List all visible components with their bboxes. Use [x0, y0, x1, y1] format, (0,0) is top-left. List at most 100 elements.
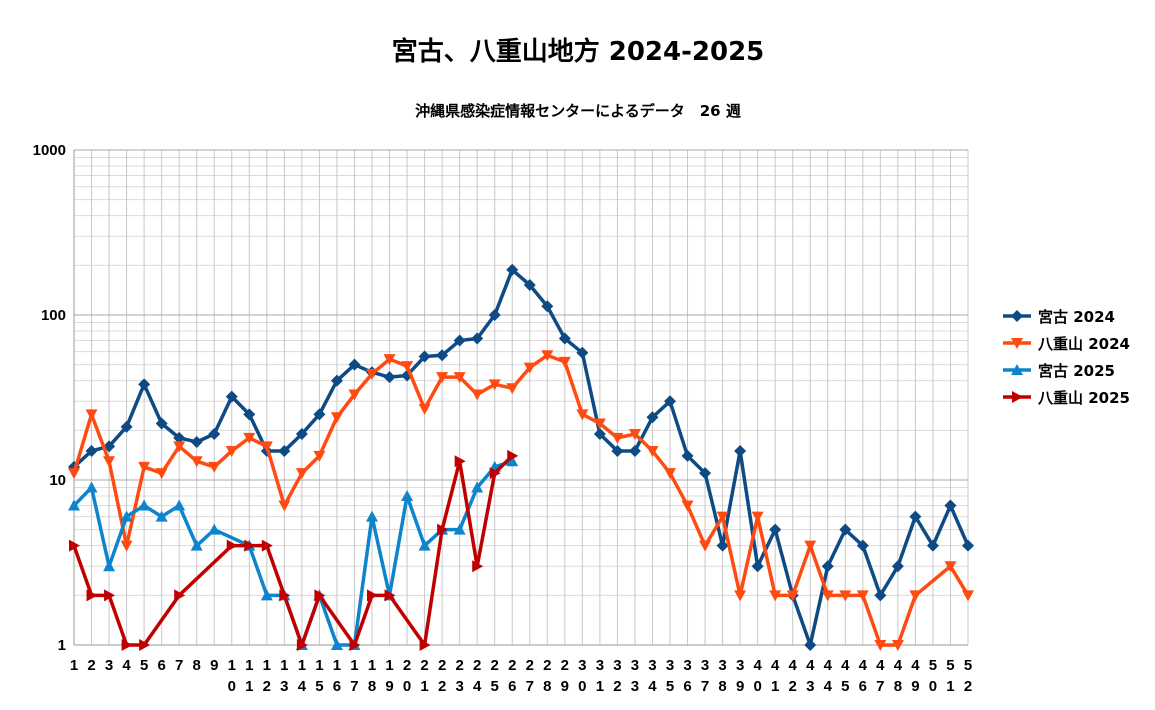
chart-title: 宮古、八重山地方 2024-2025 — [392, 36, 765, 67]
data-point — [68, 468, 80, 480]
data-point — [962, 539, 974, 552]
data-point — [576, 346, 589, 359]
data-point — [155, 417, 168, 430]
data-point — [506, 383, 519, 395]
data-point — [296, 639, 308, 651]
data-point — [734, 444, 747, 457]
data-point — [225, 445, 238, 457]
data-point — [558, 332, 571, 345]
data-point — [330, 412, 343, 424]
data-point — [418, 403, 431, 415]
data-point — [244, 539, 256, 552]
data-point — [716, 511, 729, 523]
data-point — [155, 468, 168, 480]
data-point — [944, 499, 957, 512]
data-point — [891, 560, 904, 573]
data-point — [628, 429, 641, 441]
data-point — [208, 428, 221, 441]
data-point — [330, 374, 343, 387]
data-point — [313, 450, 326, 462]
data-point — [751, 560, 764, 573]
plot-background — [74, 150, 968, 645]
data-point — [909, 590, 922, 602]
data-point — [295, 468, 308, 480]
data-point — [383, 354, 396, 366]
data-point — [120, 420, 133, 433]
data-point — [664, 468, 676, 480]
chart-subtitle: 沖縄県感染症情報センターによるデータ 26 週 — [415, 102, 741, 120]
data-point — [437, 523, 449, 536]
data-point — [173, 499, 186, 511]
legend-label: 八重山 2025 — [1037, 389, 1130, 407]
x-tick-label: 3 — [105, 657, 113, 674]
data-point — [558, 356, 571, 368]
legend-swatch-marker — [1011, 364, 1023, 375]
data-point — [174, 589, 186, 602]
data-point — [366, 368, 378, 380]
y-tick-label: 100 — [41, 307, 66, 324]
data-point — [225, 390, 238, 403]
legend-item: 宮古 2024 — [1003, 308, 1115, 326]
data-point — [103, 456, 116, 468]
data-point — [401, 361, 414, 373]
data-point — [839, 523, 852, 536]
data-point — [226, 539, 238, 552]
data-point — [173, 441, 186, 453]
data-point — [593, 428, 606, 441]
data-point — [507, 449, 519, 462]
data-point — [821, 560, 834, 573]
data-point — [681, 500, 694, 512]
y-tick-label: 1000 — [33, 142, 66, 159]
series-line — [72, 268, 970, 647]
grid-lines — [73, 149, 969, 646]
x-tick-label: 8 — [193, 657, 201, 674]
data-point — [628, 444, 641, 457]
data-point — [769, 523, 782, 536]
data-point — [541, 350, 554, 362]
x-tick-label: 7 — [175, 657, 183, 674]
data-point — [646, 411, 659, 424]
x-axis-tick-labels: 1 2 3 4 5 6 7 8 9 1 01 11 21 31 41 51 61 71 81 92 02 12 22 32 42… — [70, 657, 972, 695]
data-point — [926, 539, 939, 552]
data-point — [138, 499, 151, 511]
data-point — [190, 435, 203, 448]
data-point — [120, 510, 133, 522]
data-point — [103, 560, 116, 572]
data-point — [279, 589, 291, 602]
data-point — [472, 560, 484, 573]
plot-area — [68, 149, 974, 651]
data-point — [874, 640, 887, 651]
legend: 宮古 2024 八重山 2024 宮古 2025 八重山 2025 — [1003, 308, 1130, 407]
data-point — [769, 590, 782, 602]
data-point — [681, 449, 694, 462]
data-point — [208, 523, 221, 535]
x-tick-label: 9 — [210, 657, 218, 674]
data-point — [367, 589, 378, 602]
data-point — [699, 467, 712, 480]
legend-swatch-marker — [1012, 391, 1023, 403]
data-point — [155, 510, 168, 522]
data-point — [313, 408, 326, 421]
